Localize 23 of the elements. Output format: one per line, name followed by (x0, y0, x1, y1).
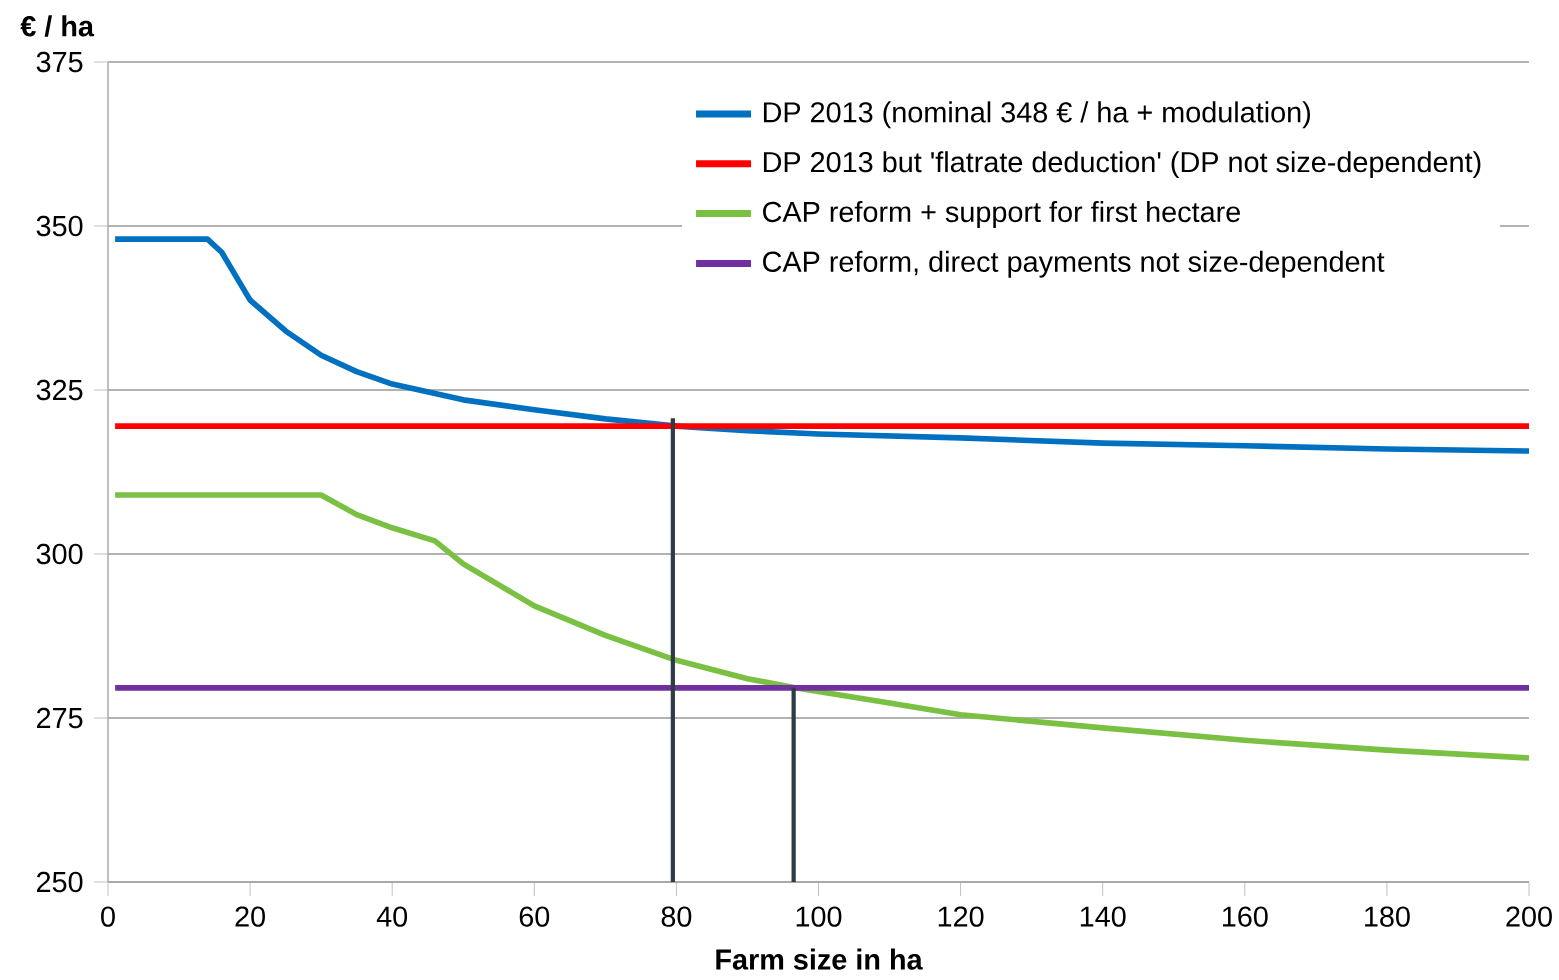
legend-label: CAP reform + support for first hectare (763, 200, 1240, 228)
y-tick-label: 250 (36, 871, 83, 893)
x-tick-label: 80 (661, 906, 692, 927)
y-tick-label: 350 (36, 215, 83, 237)
x-tick-label: 60 (519, 906, 550, 927)
legend-label: CAP reform, direct payments not size-dependent (763, 250, 1385, 278)
legend-label: DP 2013 but 'flatrate deduction' (DP not size-dependent) (763, 151, 1481, 179)
y-tick-label: 375 (36, 51, 83, 73)
x-tick-label: 0 (101, 906, 115, 927)
x-tick-label: 120 (938, 906, 984, 927)
x-axis-title: Farm size in ha (716, 948, 923, 970)
x-tick-label: 140 (1080, 906, 1126, 927)
x-tick-label: 40 (376, 906, 408, 927)
x-tick-label: 100 (796, 906, 842, 927)
x-tick-label: 20 (235, 906, 265, 927)
x-tick-label: 160 (1222, 906, 1268, 927)
legend-label: DP 2013 (nominal 348 € / ha + modulation) (763, 101, 1310, 129)
y-axis-title: € / ha (20, 15, 95, 37)
y-tick-label: 300 (36, 543, 83, 565)
y-tick-label: 275 (36, 707, 83, 729)
x-tick-label: 180 (1365, 906, 1410, 927)
x-tick-label: 200 (1506, 906, 1552, 927)
y-tick-label: 325 (36, 379, 83, 401)
